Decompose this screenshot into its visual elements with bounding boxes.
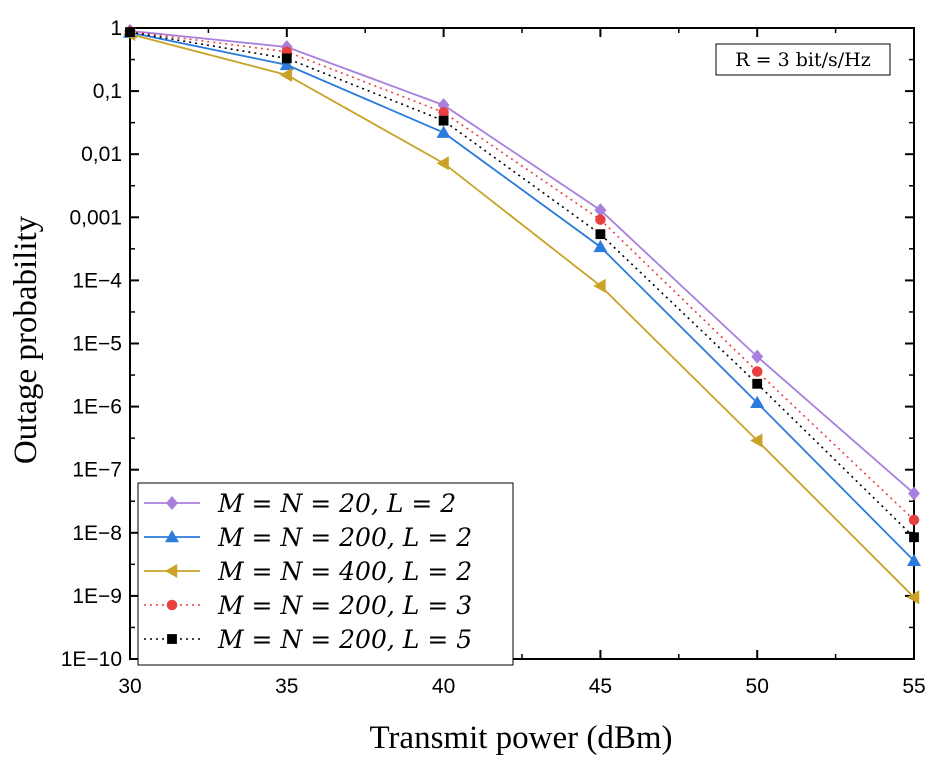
legend-label: M = N = 400, L = 2 (217, 557, 472, 586)
legend-item: M = N = 200, L = 2 (144, 523, 472, 552)
data-point (594, 203, 607, 218)
y-tick-label: 1E−10 (61, 648, 122, 671)
legend-marker (165, 530, 179, 543)
legend-item: M = N = 200, L = 5 (144, 625, 472, 654)
x-tick-label: 45 (589, 675, 612, 698)
legend-marker (166, 496, 178, 510)
data-point (908, 486, 920, 501)
y-tick-label: 1E−5 (72, 333, 122, 356)
legend-item: M = N = 400, L = 2 (144, 557, 472, 586)
data-point (907, 553, 921, 567)
annotation-text: R = 3 bit/s/Hz (735, 49, 870, 71)
data-point (595, 214, 606, 225)
x-tick-label: 30 (118, 675, 141, 698)
series-line (129, 29, 915, 495)
x-tick-label: 55 (902, 675, 925, 698)
data-point (595, 229, 606, 240)
series-5 (125, 27, 919, 543)
data-point (751, 366, 763, 377)
legend-label: M = N = 20, L = 2 (217, 489, 456, 518)
data-point (750, 433, 763, 448)
series-line (129, 31, 915, 538)
legend-label: M = N = 200, L = 5 (217, 625, 472, 654)
data-point (281, 53, 292, 64)
x-tick-label: 40 (432, 675, 455, 698)
legend-box (137, 482, 514, 666)
legend-label: M = N = 200, L = 2 (217, 523, 472, 552)
annotation-box: R = 3 bit/s/Hz (715, 43, 891, 76)
legend: M = N = 20, L = 2 M = N = 200, L = 2 M = N… (137, 482, 514, 666)
y-tick-label: 1E−6 (72, 396, 122, 419)
y-axis: 1 0,1 0,01 0,001 1E−4 1E−5 1E−6 1E−7 1E−8 1E−9 1E−… (61, 17, 914, 671)
data-point (750, 395, 765, 409)
series-1 (124, 23, 920, 501)
x-tick-label: 50 (746, 675, 769, 698)
data-point (279, 57, 294, 71)
legend-marker (166, 599, 178, 611)
series-line (129, 33, 915, 598)
series-line (129, 30, 915, 521)
data-point (125, 27, 135, 38)
legend-label: M = N = 200, L = 3 (217, 591, 472, 620)
legend-item: M = N = 200, L = 3 (144, 591, 472, 620)
legend-item: M = N = 20, L = 2 (144, 489, 456, 518)
data-point (436, 125, 451, 138)
data-point (752, 378, 763, 389)
y-axis-title: Outage probability (8, 215, 44, 464)
y-tick-label: 0,01 (81, 143, 122, 166)
y-tick-label: 0,1 (93, 80, 122, 103)
series-4 (124, 26, 920, 526)
data-point (907, 590, 920, 605)
data-point (436, 156, 449, 171)
y-tick-label: 0,001 (69, 206, 122, 229)
data-point (751, 349, 764, 364)
data-point (593, 278, 606, 293)
series-2 (123, 25, 921, 567)
y-tick-label: 1E−8 (72, 522, 122, 545)
x-axis: 30 35 40 45 50 55 (118, 28, 926, 698)
y-tick-label: 1 (110, 17, 122, 40)
legend-marker (165, 564, 178, 578)
x-axis-title: Transmit power (dBm) (369, 720, 672, 756)
data-point (279, 67, 293, 82)
data-point (438, 115, 449, 126)
data-point (438, 107, 449, 118)
y-tick-label: 1E−4 (72, 269, 122, 292)
y-tick-label: 1E−9 (72, 585, 122, 608)
x-tick-label: 35 (275, 675, 298, 698)
series-layer (123, 23, 921, 605)
data-point (908, 514, 920, 526)
series-line (129, 31, 915, 562)
data-point (593, 239, 608, 253)
legend-marker (167, 634, 177, 644)
data-point (909, 532, 919, 543)
y-tick-label: 1E−7 (72, 459, 122, 482)
